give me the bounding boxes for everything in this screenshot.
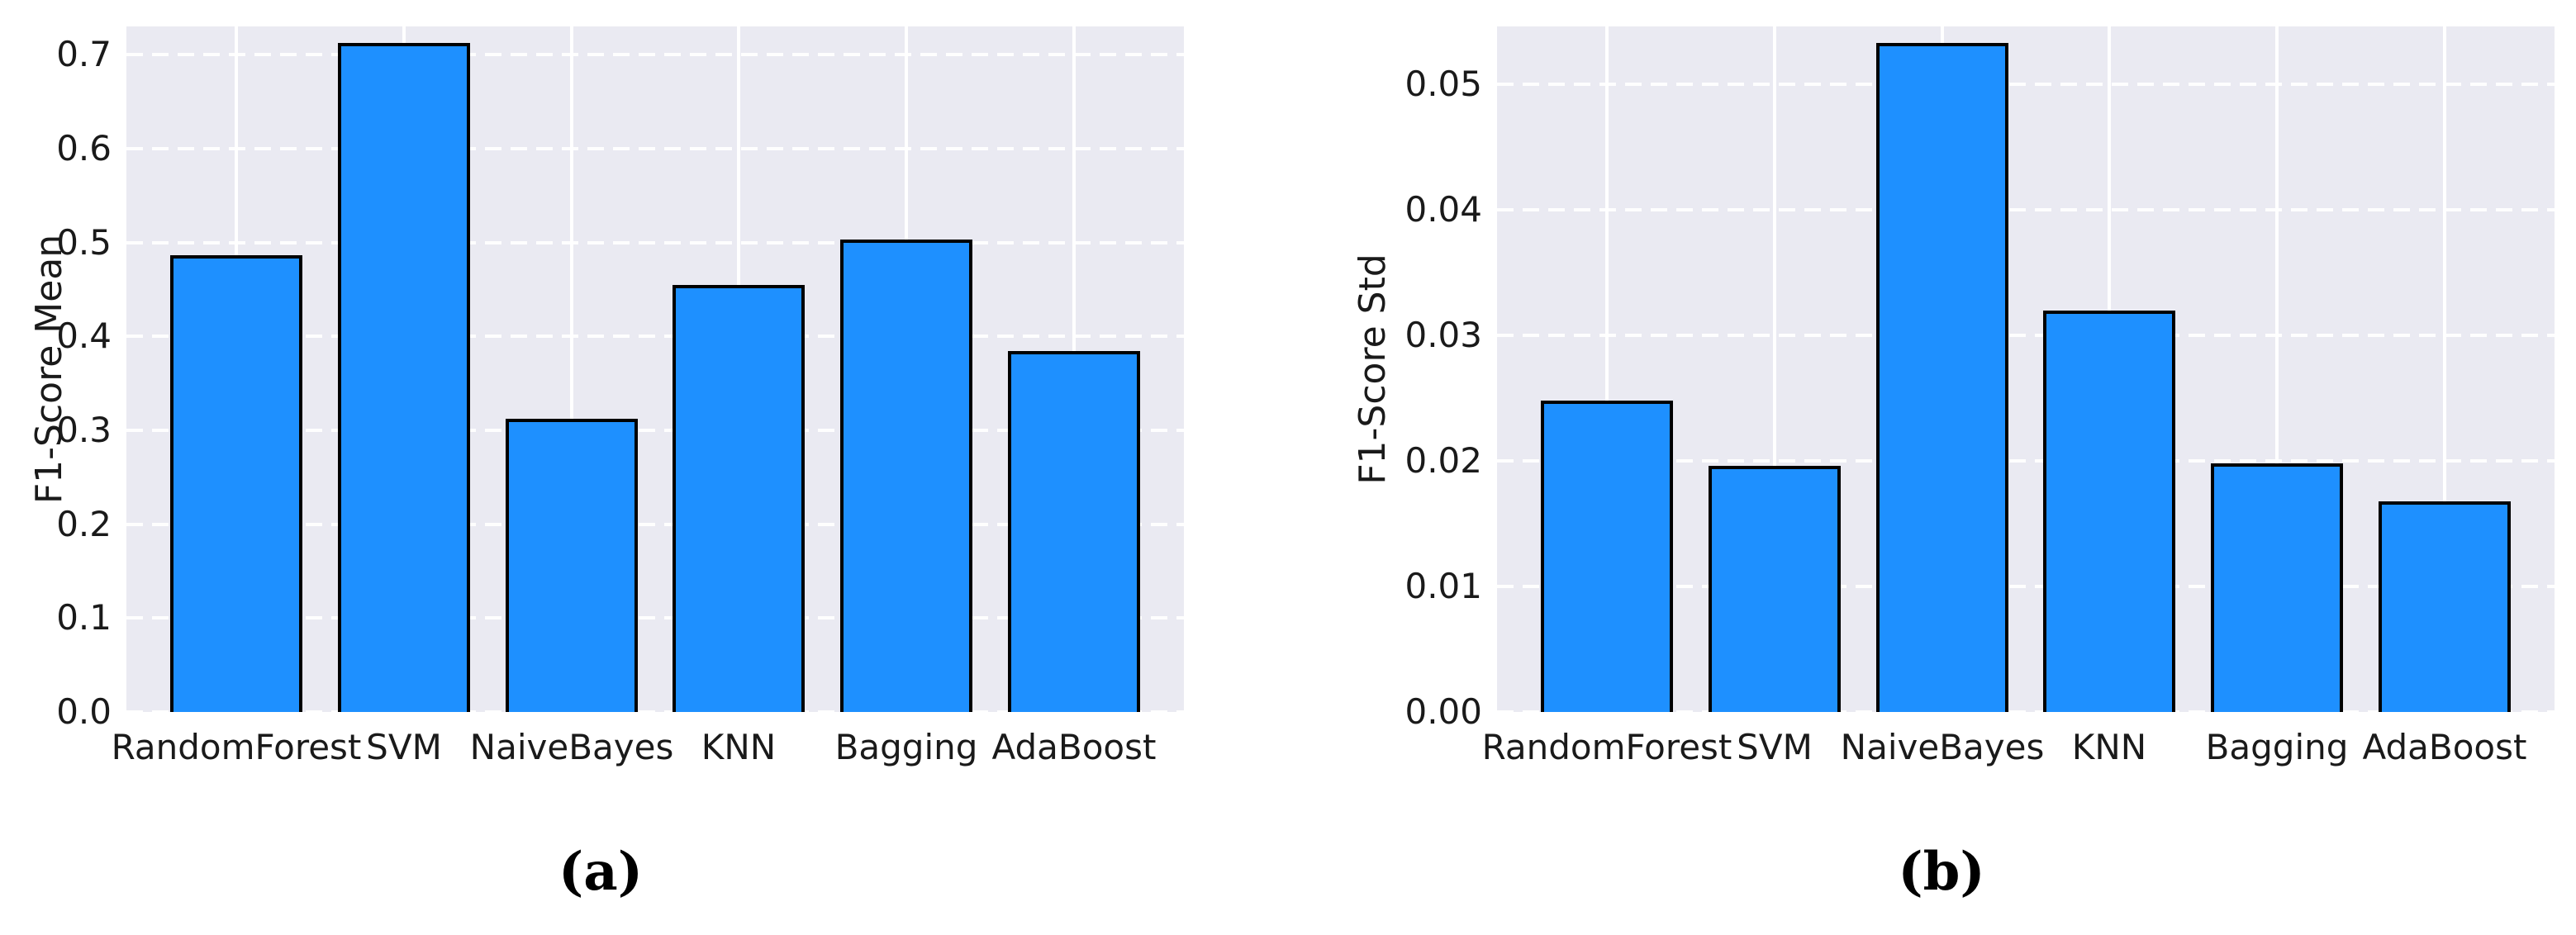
bar-randomforest <box>1541 401 1673 712</box>
x-tick-label-svm: SVM <box>366 727 442 767</box>
y-tick-label: 0.02 <box>1404 440 1482 481</box>
vertical-gridline <box>1605 26 1609 712</box>
y-tick-label: 0.03 <box>1404 315 1482 355</box>
bar-adaboost <box>1008 351 1140 712</box>
x-tick-label-naivebayes: NaiveBayes <box>1840 727 2045 767</box>
y-tick-label: 0.1 <box>56 597 112 638</box>
plot-area-mean <box>126 26 1184 712</box>
bar-naivebayes <box>506 419 638 712</box>
horizontal-gridline <box>1497 208 2555 211</box>
horizontal-gridline <box>126 523 1184 526</box>
plot-area-std <box>1497 26 2555 712</box>
y-tick-label: 0.4 <box>56 316 112 356</box>
horizontal-gridline <box>1497 710 2555 712</box>
horizontal-gridline <box>126 616 1184 619</box>
bar-svm <box>1709 466 1841 712</box>
x-tick-label-adaboost: AdaBoost <box>991 727 1157 767</box>
y-tick-label: 0.00 <box>1404 691 1482 732</box>
horizontal-gridline <box>126 335 1184 338</box>
x-tick-label-randomforest: RandomForest <box>1481 727 1732 767</box>
caption-a: (a) <box>558 841 644 903</box>
x-tick-label-knn: KNN <box>701 727 777 767</box>
horizontal-gridline <box>1497 459 2555 463</box>
bar-svm <box>338 43 470 712</box>
y-tick-label: 0.2 <box>56 504 112 544</box>
x-tick-label-randomforest: RandomForest <box>111 727 362 767</box>
caption-b: (b) <box>1898 841 1985 903</box>
horizontal-gridline <box>1497 585 2555 588</box>
horizontal-gridline <box>126 147 1184 150</box>
x-tick-label-bagging: Bagging <box>834 727 978 767</box>
vertical-gridline <box>570 26 573 712</box>
bar-naivebayes <box>1876 43 2008 712</box>
bar-bagging <box>840 240 972 712</box>
y-tick-label: 0.3 <box>56 410 112 450</box>
bar-adaboost <box>2379 501 2511 712</box>
y-tick-label: 0.7 <box>56 34 112 74</box>
vertical-gridline <box>1773 26 1776 712</box>
bar-knn <box>673 285 805 712</box>
x-tick-label-bagging: Bagging <box>2205 727 2349 767</box>
y-tick-label: 0.01 <box>1404 566 1482 606</box>
x-tick-label-svm: SVM <box>1737 727 1813 767</box>
bar-bagging <box>2211 463 2343 712</box>
bar-knn <box>2043 311 2175 712</box>
y-tick-label: 0.5 <box>56 222 112 263</box>
horizontal-gridline <box>126 429 1184 432</box>
horizontal-gridline <box>126 241 1184 244</box>
x-tick-label-knn: KNN <box>2071 727 2147 767</box>
y-tick-label: 0.04 <box>1404 189 1482 230</box>
horizontal-gridline <box>1497 83 2555 86</box>
x-tick-label-naivebayes: NaiveBayes <box>469 727 674 767</box>
horizontal-gridline <box>126 710 1184 712</box>
bar-randomforest <box>170 255 302 712</box>
x-tick-label-adaboost: AdaBoost <box>2362 727 2527 767</box>
vertical-gridline <box>2443 26 2446 712</box>
y-tick-label: 0.0 <box>56 691 112 732</box>
y-axis-label-mean: F1-Score Mean <box>28 234 70 505</box>
horizontal-gridline <box>1497 334 2555 337</box>
y-tick-label: 0.05 <box>1404 64 1482 104</box>
y-tick-label: 0.6 <box>56 128 112 168</box>
vertical-gridline <box>2275 26 2279 712</box>
horizontal-gridline <box>126 53 1184 56</box>
